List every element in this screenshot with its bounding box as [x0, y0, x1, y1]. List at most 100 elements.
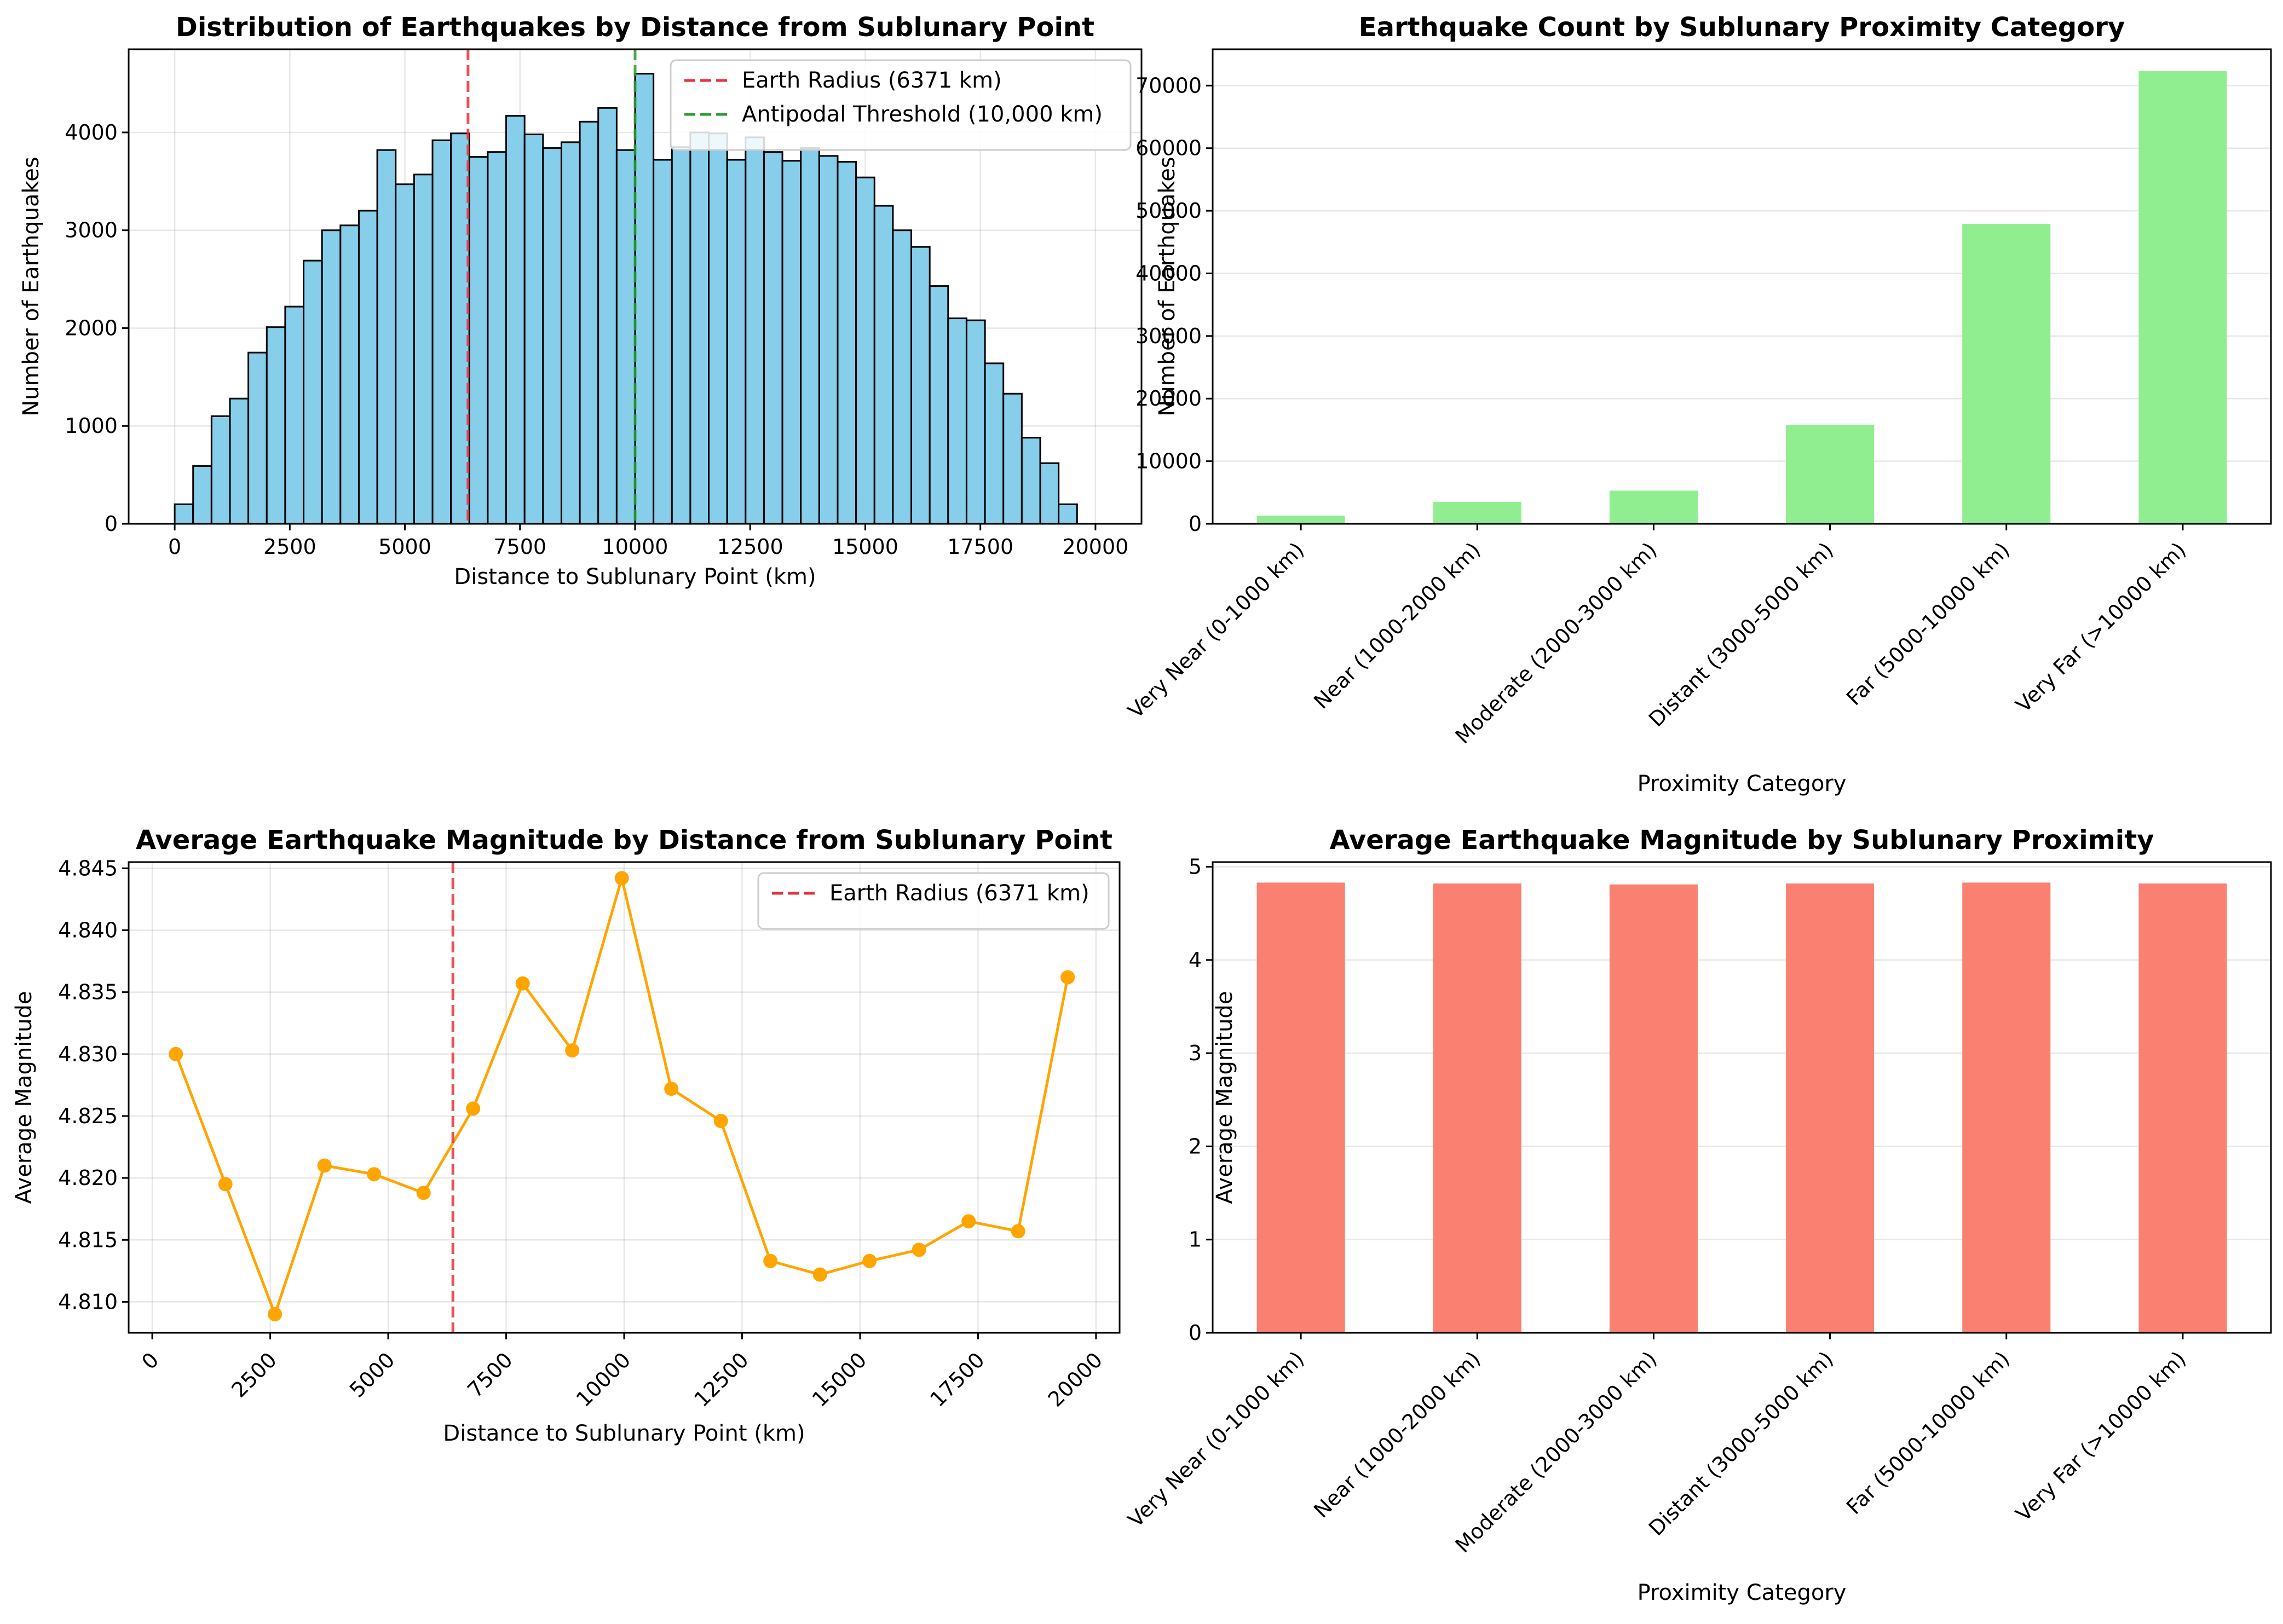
histogram-bar [303, 259, 323, 525]
y-tick-label: 3000 [65, 218, 118, 242]
legend-box [670, 59, 1132, 151]
y-tick-label: 4.820 [58, 1166, 118, 1190]
x-tick-label: 12500 [717, 535, 783, 559]
data-point [367, 1167, 382, 1182]
histogram-bar [855, 176, 875, 525]
histogram-bar [800, 147, 820, 525]
y-tick-label: 5 [1189, 855, 1202, 879]
x-tick-label: Moderate (2000-3000 km) [1451, 1346, 1662, 1557]
y-tick-label: 4000 [65, 120, 118, 145]
y-tick-label: 4.840 [58, 918, 118, 942]
y-tick-label: 4.830 [58, 1042, 118, 1066]
histogram-bar [358, 210, 378, 525]
x-tick-label: Distant (3000-5000 km) [1644, 538, 1838, 731]
x-tick-label: 20000 [1062, 535, 1128, 559]
data-point [812, 1267, 827, 1282]
histogram-bar [487, 151, 508, 525]
bar-6 [2138, 71, 2227, 524]
histogram-bar [413, 174, 434, 525]
histogram-bar [837, 161, 857, 525]
x-tick-label: Far (5000-10000 km) [1842, 1346, 2014, 1519]
histogram-bar [745, 136, 765, 525]
x-axis-label: Distance to Sublunary Point (km) [443, 1421, 805, 1446]
bar-3 [1609, 490, 1698, 524]
legend-entry: Earth Radius (6371 km) [829, 881, 1089, 906]
y-tick-label: 4.835 [58, 980, 118, 1004]
histogram-bar [947, 317, 967, 525]
x-tick-label: 5000 [345, 1348, 400, 1402]
histogram-bar [597, 107, 618, 525]
x-tick-label: 17500 [925, 1348, 989, 1412]
y-tick-label: 3 [1189, 1041, 1202, 1065]
x-tick-label: 15000 [808, 1348, 872, 1412]
data-point [862, 1253, 877, 1268]
chart-title: Average Earthquake Magnitude by Sublunar… [1330, 825, 2154, 856]
x-tick-label: Near (1000-2000 km) [1309, 1346, 1485, 1523]
x-tick-label: 7500 [463, 1348, 517, 1402]
y-tick-label: 4.815 [58, 1228, 118, 1252]
histogram-bar [266, 326, 286, 525]
x-tick-label: Very Near (0-1000 km) [1123, 538, 1309, 723]
histogram-bar [929, 285, 949, 525]
chart-title: Average Earthquake Magnitude by Distance… [136, 825, 1112, 856]
y-tick-label: 4.845 [58, 856, 118, 880]
chart-4: 0 1 2 3 4 5 Very Near (0-1000 km) Near (1000-20… [1123, 825, 2272, 1605]
data-point [912, 1242, 926, 1257]
histogram-bar [560, 141, 581, 525]
legend-box [757, 872, 1110, 930]
data-point [218, 1177, 233, 1192]
bar-2 [1433, 501, 1521, 524]
series-line [174, 872, 1069, 1319]
histogram-bar [708, 132, 728, 525]
data-point [961, 1214, 976, 1229]
y-tick-label: 4.810 [58, 1290, 118, 1314]
x-axis-label: Proximity Category [1638, 1580, 1847, 1605]
histogram-bar [542, 147, 562, 525]
y-tick-label: 40000 [1135, 261, 1202, 285]
y-tick-label: 0 [105, 512, 118, 536]
data-point [1060, 970, 1075, 985]
data-point [713, 1114, 728, 1128]
x-tick-label: 0 [168, 535, 181, 559]
y-tick-label: 0 [1189, 512, 1202, 536]
histogram-bar [284, 305, 305, 525]
chart-title: Earthquake Count by Sublunary Proximity … [1359, 12, 2125, 43]
histogram-bar [579, 120, 599, 525]
y-axis-label: Number of Earthquakes [19, 157, 44, 416]
x-tick-label: 10000 [602, 535, 668, 559]
x-tick-label: 7500 [493, 535, 546, 559]
x-tick-label: Very Far (>10000 km) [2011, 538, 2191, 717]
histogram-bar [468, 156, 489, 525]
data-point [515, 976, 530, 991]
data-point [466, 1101, 481, 1116]
histogram-bar [689, 131, 710, 525]
data-point [169, 1047, 183, 1061]
histogram-bar [450, 132, 470, 525]
histogram-bar [523, 134, 544, 525]
bar-3 [1609, 884, 1698, 1333]
y-tick-label: 50000 [1135, 199, 1202, 223]
histogram-bar [1021, 437, 1041, 525]
histogram-bar [431, 139, 452, 525]
histogram-bar [505, 115, 526, 525]
histogram-bar [634, 73, 655, 525]
y-tick-label: 2 [1189, 1134, 1202, 1158]
x-tick-label: 15000 [832, 535, 898, 559]
bar-2 [1433, 883, 1521, 1333]
bar-4 [1786, 883, 1875, 1333]
histogram-bar [671, 146, 691, 525]
legend-entry: Earth Radius (6371 km) [742, 68, 1002, 93]
bar-6 [2138, 883, 2227, 1333]
histogram-bar [763, 151, 783, 525]
x-tick-label: Very Far (>10000 km) [2011, 1346, 2191, 1526]
histogram-bar [818, 155, 839, 525]
x-tick-label: 10000 [572, 1348, 636, 1412]
y-tick-label: 4 [1189, 948, 1202, 972]
histogram-bar [192, 465, 212, 525]
y-axis-label: Number of Earthquakes [1155, 157, 1180, 416]
x-tick-label: Moderate (2000-3000 km) [1451, 538, 1662, 748]
y-tick-label: 4.825 [58, 1104, 118, 1128]
x-axis-label: Distance to Sublunary Point (km) [454, 564, 816, 590]
bar-4 [1786, 425, 1875, 524]
histogram-bar [174, 503, 194, 525]
